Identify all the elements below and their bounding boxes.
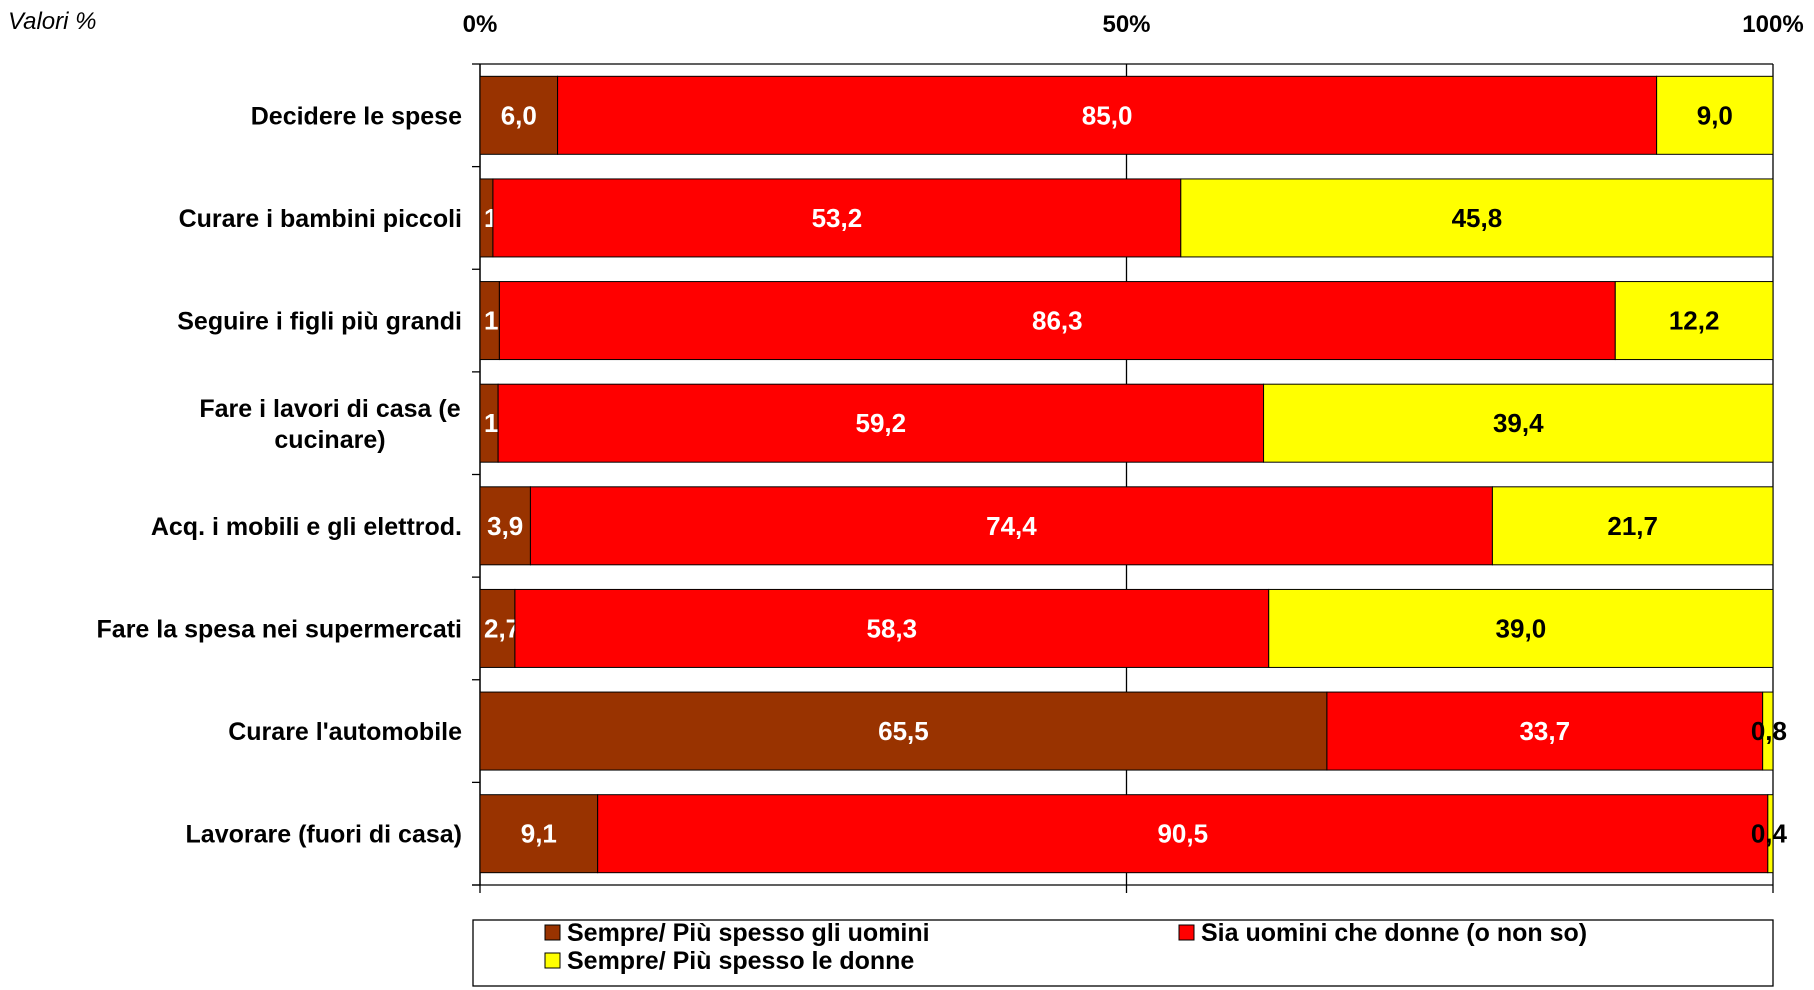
data-label: 6,0: [501, 100, 537, 130]
bar-segment: [479, 794, 599, 874]
data-label: 45,8: [1452, 203, 1503, 233]
data-label: 39,4: [1493, 408, 1544, 438]
bar-segment: [479, 486, 531, 566]
data-label: 33,7: [1519, 716, 1570, 746]
data-label: 58,3: [867, 613, 918, 643]
data-label: 90,5: [1157, 819, 1208, 849]
data-label: 9,0: [1697, 100, 1733, 130]
category-label: Lavorare (fuori di casa): [186, 821, 462, 849]
category-label: Fare i lavori di casa (e cucinare): [199, 395, 460, 454]
bar-segment: [1767, 794, 1774, 874]
bar-segment: [1614, 281, 1774, 361]
bar-segment: [1263, 383, 1774, 463]
bar-segment: [479, 588, 516, 668]
data-label: 9,1: [521, 819, 557, 849]
data-label: 0,8: [1751, 716, 1787, 746]
data-label: 2,7: [484, 613, 520, 643]
legend-label: Sia uomini che donne (o non so): [1201, 919, 1587, 947]
data-label: 3,9: [487, 511, 523, 541]
x-tick-label: 50%: [1102, 11, 1150, 38]
legend-swatch: [544, 952, 561, 969]
legend-label: Sempre/ Più spesso le donne: [567, 947, 914, 975]
category-label: Curare l'automobile: [228, 718, 462, 746]
legend-box: [472, 919, 1774, 987]
category-label: Acq. i mobili e gli elettrod.: [151, 513, 462, 541]
data-label: 39,0: [1496, 613, 1547, 643]
data-label: 21,7: [1607, 511, 1658, 541]
bar-segment: [498, 281, 1616, 361]
bar-segment: [479, 691, 1328, 771]
data-label: 53,2: [812, 203, 863, 233]
category-label: Fare la spesa nei supermercati: [97, 615, 462, 643]
bar-segment: [529, 486, 1493, 566]
bar-segment: [557, 75, 1658, 155]
legend-swatch: [1178, 924, 1195, 941]
bar-segment: [1268, 588, 1774, 668]
data-label: 12,2: [1669, 306, 1720, 336]
data-label: 59,2: [856, 408, 907, 438]
data-label: 85,0: [1082, 100, 1133, 130]
data-label: 0,4: [1751, 819, 1788, 849]
bar-segment: [597, 794, 1769, 874]
data-label: 86,3: [1032, 306, 1083, 336]
bar-segment: [1180, 178, 1774, 258]
data-label: 74,4: [986, 511, 1037, 541]
bar-segment: [1491, 486, 1774, 566]
bar-segment: [514, 588, 1270, 668]
x-tick-label: 0%: [463, 11, 498, 38]
bar-segment: [497, 383, 1265, 463]
category-label: Seguire i figli più grandi: [177, 308, 462, 336]
category-label: Decidere le spese: [251, 102, 462, 130]
unit-label: Valori %: [8, 8, 97, 35]
x-tick-label: 100%: [1742, 11, 1803, 38]
bar-segment: [1656, 75, 1774, 155]
bar-segment: [492, 178, 1182, 258]
legend-swatch: [544, 924, 561, 941]
legend-label: Sempre/ Più spesso gli uomini: [567, 919, 930, 947]
bar-segment: [479, 75, 559, 155]
category-label: Curare i bambini piccoli: [179, 205, 462, 233]
data-label: 65,5: [878, 716, 929, 746]
bar-segment: [1762, 691, 1774, 771]
